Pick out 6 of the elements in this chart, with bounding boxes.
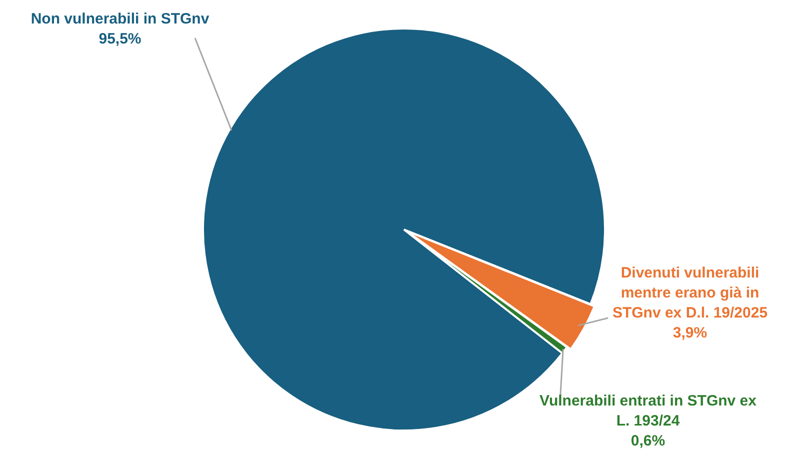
data-label: 95,5% <box>98 30 142 48</box>
slice-label: Divenuti vulnerabili mentre erano già in STGnv ex D.l. 19/2025 <box>612 264 768 322</box>
slice-label: Vulnerabili entrati in STGnv ex L. 193/24 <box>540 392 758 430</box>
slice-label: Non vulnerabili in STGnv <box>30 10 210 28</box>
data-label: 0,6% <box>630 432 666 450</box>
data-label: 3,9% <box>672 324 708 342</box>
